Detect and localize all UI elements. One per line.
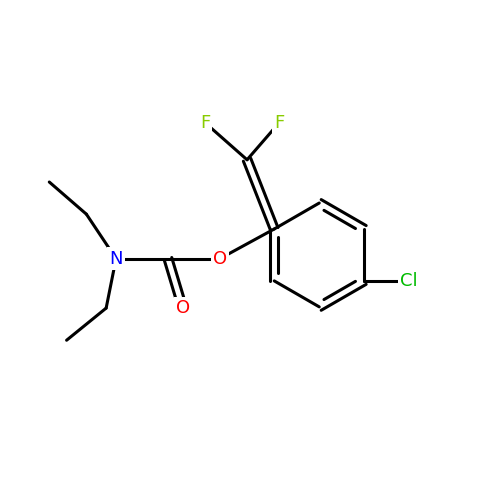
Text: O: O: [176, 299, 190, 317]
Text: N: N: [110, 250, 123, 268]
Text: F: F: [274, 114, 284, 132]
Text: F: F: [200, 114, 210, 132]
Text: O: O: [213, 250, 227, 268]
Text: Cl: Cl: [400, 272, 417, 290]
